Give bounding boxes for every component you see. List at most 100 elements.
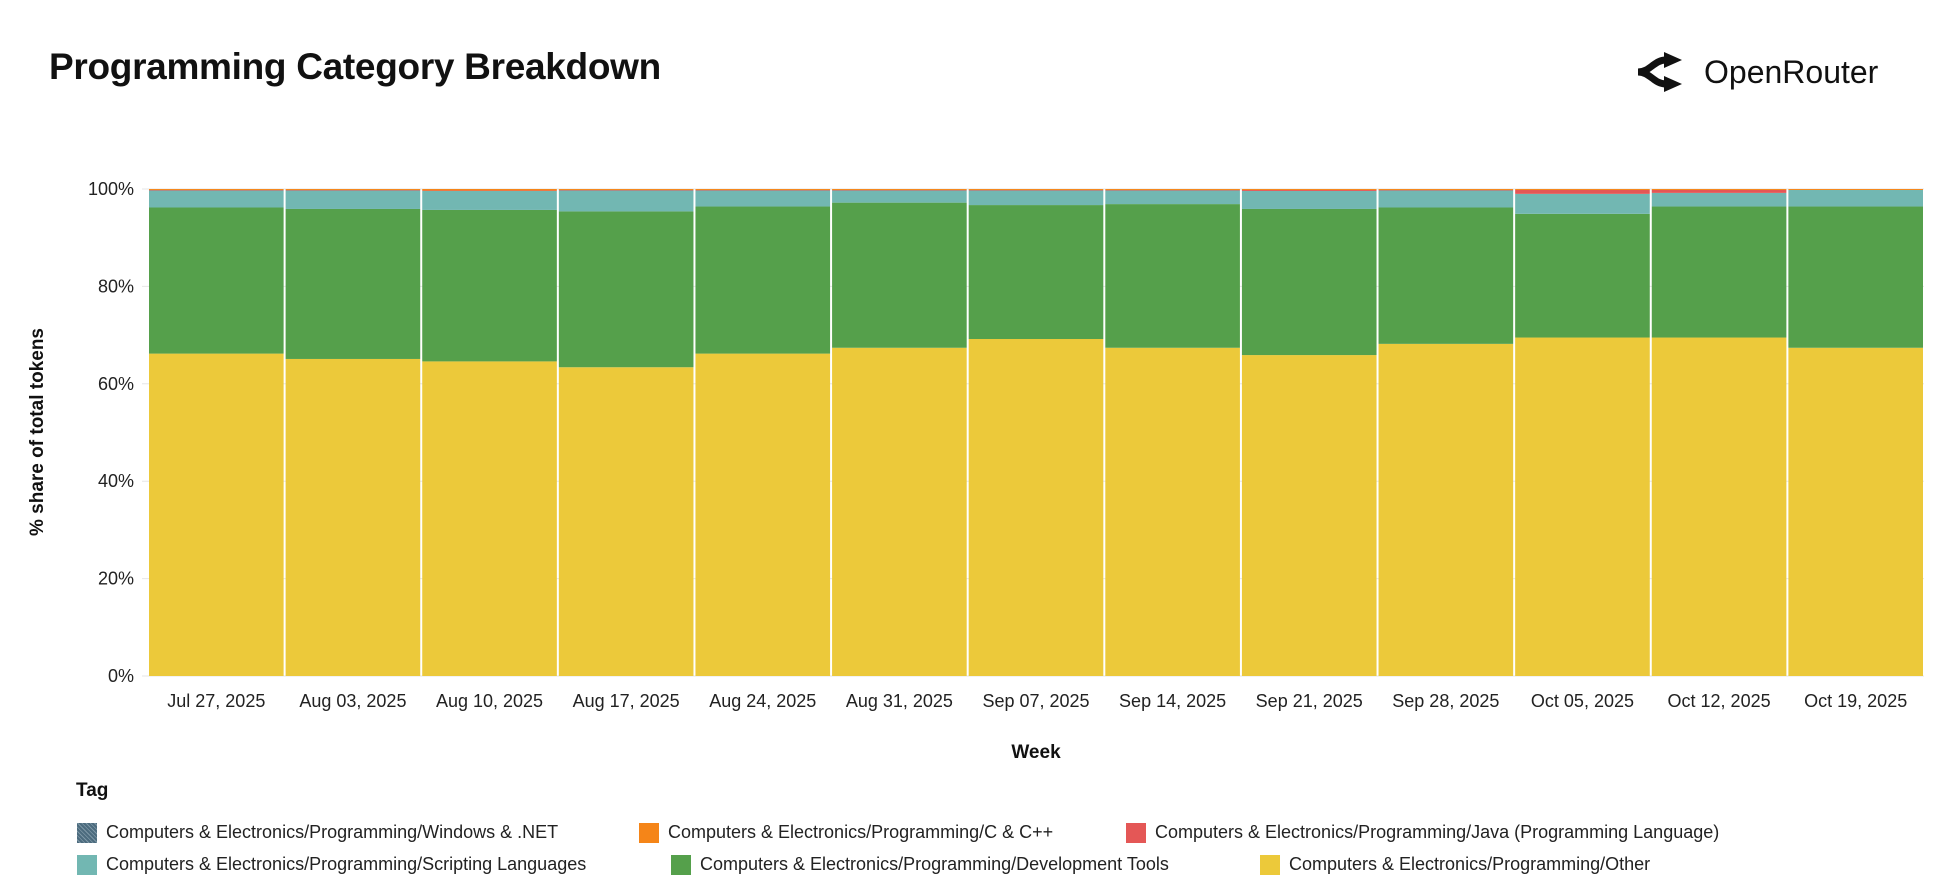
bar-stack [1378,189,1514,676]
legend-item[interactable]: Computers & Electronics/Programming/Java… [1126,822,1719,843]
bar-segment [1651,206,1787,338]
x-tick-label: Aug 17, 2025 [573,691,680,711]
bar-segment [285,189,421,190]
bar-segment [558,367,694,676]
bar-segment [285,190,421,209]
x-tick-label: Jul 27, 2025 [167,691,265,711]
bar-segment [149,207,284,354]
bar-segment [1788,189,1923,207]
brand-name: OpenRouter [1704,53,1879,90]
bar-stack [285,189,421,676]
bar-segment [1515,213,1650,338]
bar-segment [558,189,694,191]
x-tick-label: Sep 07, 2025 [982,691,1089,711]
bar-stack [1105,189,1240,676]
bar-segment [832,189,967,190]
x-tick-label: Aug 10, 2025 [436,691,543,711]
bar-segment [695,189,831,191]
y-tick-label: 40% [98,471,134,491]
y-tick-label: 0% [108,666,134,686]
x-tick-label: Sep 14, 2025 [1119,691,1226,711]
bar-segment [1105,189,1240,191]
x-tick-label: Sep 28, 2025 [1392,691,1499,711]
bar-segment [968,205,1104,339]
legend-label: Computers & Electronics/Programming/Scri… [106,854,587,874]
bar-segment [1651,189,1787,193]
bar-segment [558,190,694,212]
x-tick-label: Aug 24, 2025 [709,691,816,711]
brand-logo: OpenRouter [1636,52,1878,92]
bar-segment [832,189,967,191]
x-tick-label: Sep 21, 2025 [1256,691,1363,711]
bar-segment [695,206,831,354]
bar-stack [1515,189,1650,676]
bar-stack [558,189,694,676]
bar-segment [149,189,284,190]
bar-stack [1788,189,1923,676]
legend-swatch [77,822,97,843]
x-axis-title: Week [1011,742,1061,763]
x-tick-label: Aug 03, 2025 [299,691,406,711]
bar-segment [1651,189,1787,190]
bar-segment [285,208,421,359]
legend-swatch [671,854,691,875]
bar-segment [1788,347,1923,676]
bar-segment [1105,204,1240,348]
bar-segment [149,353,284,676]
legend-label: Computers & Electronics/Programming/Othe… [1289,854,1651,874]
legend-item[interactable]: Computers & Electronics/Programming/Deve… [671,854,1169,875]
legend-label: Computers & Electronics/Programming/C & … [668,822,1054,842]
legend-swatch [1126,822,1146,843]
bar-segment [832,190,967,203]
bar-segment [422,189,557,191]
bar-segment [149,189,284,191]
bar-stack [1651,189,1787,676]
bar-segment [695,189,831,190]
legend-item[interactable]: Computers & Electronics/Programming/Wind… [77,822,558,843]
bar-stack [1241,189,1377,676]
bar-segment [285,189,421,191]
y-tick-label: 100% [88,179,134,199]
bar-stack [149,189,284,676]
bar-stack [968,189,1104,676]
x-tick-label: Oct 12, 2025 [1668,691,1771,711]
bar-segment [149,190,284,208]
x-tick-label: Oct 05, 2025 [1531,691,1634,711]
y-tick-label: 80% [98,276,134,296]
bar-segment [1515,189,1650,194]
bar-stack [832,189,967,676]
bar-segment [968,338,1104,676]
legend-item[interactable]: Computers & Electronics/Programming/Othe… [1260,854,1650,875]
bar-segment [968,189,1104,191]
bars [149,189,1923,676]
legend-item[interactable]: Computers & Electronics/Programming/Scri… [77,854,586,875]
legend-label: Computers & Electronics/Programming/Wind… [106,822,559,842]
bar-segment [968,190,1104,206]
legend-swatch [1260,854,1280,875]
bar-segment [832,202,967,348]
y-axis-ticks: 0% 20% 40% 60% 80% 100% [88,179,134,686]
bar-segment [1105,190,1240,205]
openrouter-logo-icon [1637,52,1682,92]
y-axis-title: % share of total tokens [27,328,48,536]
bar-segment [1378,207,1514,344]
bar-segment [695,190,831,207]
x-tick-label: Oct 19, 2025 [1804,691,1907,711]
bar-segment [1241,208,1377,356]
bar-segment [1241,190,1377,209]
legend-swatch [639,822,659,843]
bar-segment [1515,189,1650,190]
bar-segment [422,190,557,210]
bar-segment [1515,193,1650,214]
legend-item[interactable]: Computers & Electronics/Programming/C & … [639,822,1053,843]
bar-segment [1651,192,1787,207]
bar-segment [1515,337,1650,676]
bar-segment [1241,189,1377,191]
bar-segment [1788,206,1923,348]
bar-segment [1105,189,1240,190]
legend-label: Computers & Electronics/Programming/Deve… [700,854,1169,874]
page-title: Programming Category Breakdown [49,46,661,87]
bar-stack [422,189,557,676]
bar-segment [695,353,831,676]
